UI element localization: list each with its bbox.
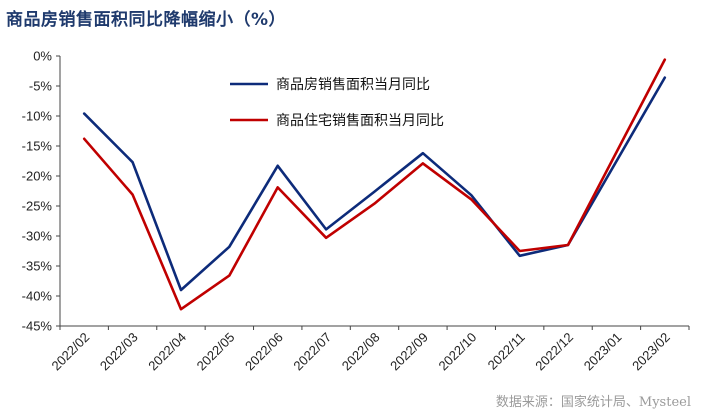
x-tick-label: 2022/10 [436, 330, 480, 374]
x-tick-label: 2023/02 [629, 330, 673, 374]
series-line-1 [82, 76, 667, 292]
x-tick-label: 2022/03 [97, 330, 141, 374]
y-tick-label: 0% [33, 49, 52, 64]
x-tick-label: 2022/06 [242, 330, 286, 374]
y-tick-label: -20% [22, 169, 53, 184]
y-tick-label: -30% [22, 229, 53, 244]
y-tick-label: -15% [22, 139, 53, 154]
y-tick-label: -5% [29, 79, 53, 94]
y-tick-label: -35% [22, 259, 53, 274]
chart-title: 商品房销售面积同比降幅缩小（%） [6, 10, 287, 30]
legend-label-2: 商品住宅销售面积当月同比 [276, 113, 444, 129]
series-line-2 [82, 58, 667, 311]
source-note: 数据来源：国家统计局、Mysteel [495, 395, 691, 410]
x-tick-label: 2022/04 [145, 330, 189, 374]
x-tick-label: 2022/02 [48, 330, 92, 374]
y-tick-label: -40% [22, 289, 53, 304]
x-tick-label: 2022/09 [387, 330, 431, 374]
x-tick-label: 2022/05 [194, 330, 238, 374]
x-tick-label: 2022/11 [485, 330, 528, 373]
x-tick-label: 2023/01 [581, 330, 625, 374]
legend-label-1: 商品房销售面积当月同比 [276, 77, 430, 93]
y-tick-label: -10% [22, 109, 53, 124]
x-tick-label: 2022/12 [532, 330, 576, 374]
x-tick-label: 2022/08 [339, 330, 383, 374]
y-tick-label: -25% [22, 199, 53, 214]
y-tick-label: -45% [22, 319, 53, 334]
x-tick-label: 2022/07 [290, 330, 334, 374]
